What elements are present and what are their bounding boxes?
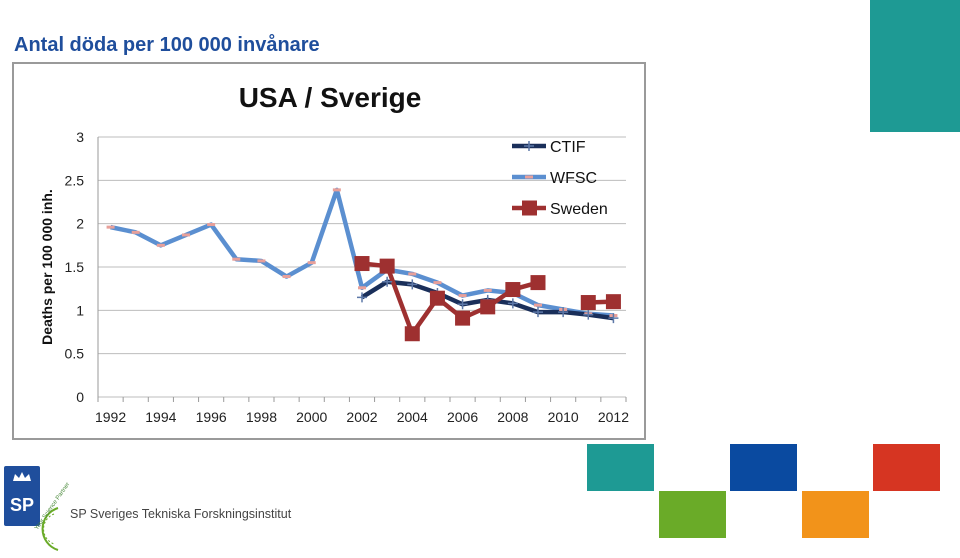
marker-wfsc — [433, 281, 442, 285]
gridlines — [97, 136, 627, 402]
marker-sweden — [404, 326, 420, 342]
x-tick-label: 2004 — [397, 409, 428, 425]
marker-ctif — [407, 279, 418, 290]
marker-ctif — [533, 307, 543, 318]
marker-wfsc — [182, 233, 190, 237]
crown-icon — [13, 472, 31, 481]
marker-wfsc — [332, 188, 341, 192]
legend: CTIF WFSC Sweden — [512, 139, 608, 218]
marker-wfsc — [257, 259, 266, 263]
y-tick-label: 0.5 — [65, 346, 85, 362]
x-tick-label: 2012 — [598, 409, 629, 425]
legend-label-wfsc: WFSC — [550, 170, 597, 187]
teal-square-top — [870, 0, 960, 132]
green-square — [659, 491, 726, 538]
marker-sweden — [530, 275, 546, 291]
y-tick-label: 0 — [76, 389, 84, 405]
marker-wfsc — [307, 261, 316, 265]
x-tick-label: 2002 — [346, 409, 377, 425]
marker-wfsc — [106, 225, 115, 229]
x-tick-label: 2000 — [296, 409, 327, 425]
organization-name: SP Sveriges Tekniska Forskningsinstitut — [70, 507, 292, 521]
y-tick-label: 1.5 — [65, 259, 85, 275]
legend-marker-sweden — [522, 200, 537, 216]
marker-wfsc — [131, 230, 140, 234]
marker-wfsc — [156, 243, 165, 247]
marker-wfsc — [534, 303, 542, 307]
marker-wfsc — [282, 275, 291, 279]
marker-sweden — [379, 258, 395, 274]
legend-label-ctif: CTIF — [550, 139, 586, 156]
blue-square — [730, 444, 797, 491]
legend-marker-wfsc — [525, 175, 533, 179]
marker-wfsc — [358, 286, 366, 290]
marker-wfsc — [207, 223, 216, 227]
marker-sweden — [354, 256, 370, 272]
y-tick-label: 1 — [76, 302, 84, 318]
marker-sweden — [505, 282, 521, 298]
marker-sweden — [429, 290, 445, 306]
marker-wfsc — [483, 288, 492, 292]
red-square — [873, 444, 940, 491]
y-axis-label: Deaths per 100 000 inh. — [39, 189, 55, 345]
x-tick-label: 2008 — [497, 409, 528, 425]
marker-sweden — [480, 299, 496, 315]
marker-ctif — [382, 276, 393, 287]
x-tick-label: 1998 — [246, 409, 277, 425]
orange-square — [802, 491, 869, 538]
legend-marker-ctif — [524, 141, 534, 151]
x-tick-label: 1996 — [196, 409, 227, 425]
marker-wfsc — [232, 257, 241, 261]
teal-square — [587, 444, 654, 491]
marker-ctif — [457, 299, 468, 310]
marker-sweden — [580, 295, 596, 311]
x-tick-label: 2006 — [447, 409, 478, 425]
line-chart: USA / Sverige Deaths per 100 000 inh. 00… — [39, 82, 629, 425]
slide-title: Antal döda per 100 000 invånare — [14, 34, 320, 56]
y-tick-label: 3 — [76, 129, 84, 145]
x-tick-label: 2010 — [548, 409, 579, 425]
marker-ctif — [608, 313, 619, 324]
marker-ctif — [558, 307, 569, 318]
legend-label-sweden: Sweden — [550, 201, 608, 218]
marker-ctif — [583, 309, 594, 320]
marker-sweden — [455, 310, 471, 326]
series-markers — [106, 188, 621, 342]
y-tick-label: 2 — [76, 216, 84, 232]
marker-wfsc — [408, 272, 417, 276]
marker-ctif — [357, 292, 367, 303]
x-tick-label: 1992 — [95, 409, 126, 425]
x-tick-label: 1994 — [145, 409, 176, 425]
chart-title: USA / Sverige — [239, 82, 422, 113]
marker-wfsc — [458, 294, 467, 298]
y-tick-label: 2.5 — [65, 172, 85, 188]
y-tick-labels: 0 0.5 1 1.5 2 2.5 3 — [65, 129, 85, 405]
x-tick-labels: 1992 1994 1996 1998 2000 2002 2004 2006 2008 2010… — [95, 409, 629, 425]
marker-sweden — [605, 294, 621, 310]
marker-ctif — [507, 298, 518, 309]
seal-icon — [41, 507, 59, 551]
